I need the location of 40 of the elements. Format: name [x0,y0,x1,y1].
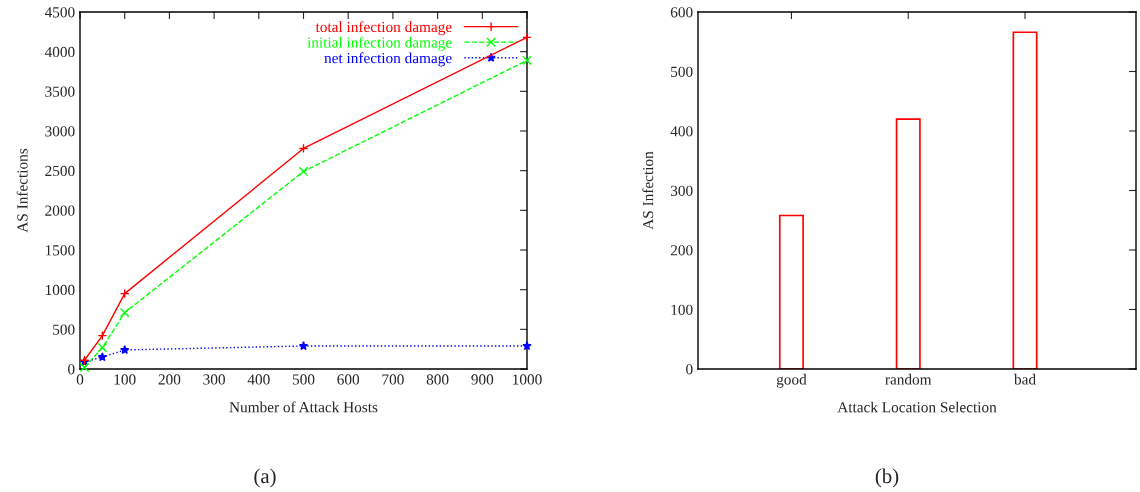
x-tick-label: 1000 [513,374,542,385]
y-tick-label: 100 [671,304,693,315]
text: (b) [875,468,899,488]
x-tick-label: 500 [292,374,315,385]
x-tick-label: 800 [426,374,449,385]
y-tick-label: 1000 [45,284,75,296]
y-tick-label: 0 [686,364,693,375]
x-tick-label: 700 [382,374,404,385]
x-tick-label: good [776,373,807,388]
y-tick-label: 1500 [45,245,75,256]
y-tick-label: 2500 [45,165,75,177]
legend-label: net infection damage [324,52,452,67]
y-axis-title: AS Infection [642,151,654,230]
y-tick-label: 600 [670,7,693,18]
y-tick-label: 4500 [44,7,75,18]
legend-label: initial infection damage [307,36,452,51]
x-tick-label: 0 [76,374,84,385]
y-tick-label: 200 [670,245,693,256]
x-tick-label: 200 [158,374,181,385]
x-tick-label: random [885,373,932,385]
y-tick-label: 500 [671,66,693,77]
legend-label: total infection damage [315,21,452,36]
y-tick-label: 3000 [45,126,75,137]
x-tick-label: 400 [247,374,270,385]
x-axis-title: Number of Attack Hosts [229,401,378,413]
x-tick-label: bad [1014,373,1036,385]
y-tick-label: 3500 [45,86,75,97]
y-tick-label: 300 [670,185,693,196]
x-tick-label: 900 [471,374,494,385]
y-axis-title: AS Infections [16,148,28,233]
x-tick-label: 600 [337,374,360,385]
y-tick-label: 500 [53,324,75,335]
y-tick-label: 0 [68,364,75,375]
text: (a) [254,468,276,488]
y-tick-label: 4000 [44,46,75,58]
y-tick-label: 2000 [45,205,75,216]
y-tick-label: 400 [670,126,693,137]
x-axis-title: Attack Location Selection [837,401,997,413]
x-tick-label: 300 [203,374,225,385]
x-tick-label: 100 [114,374,136,385]
